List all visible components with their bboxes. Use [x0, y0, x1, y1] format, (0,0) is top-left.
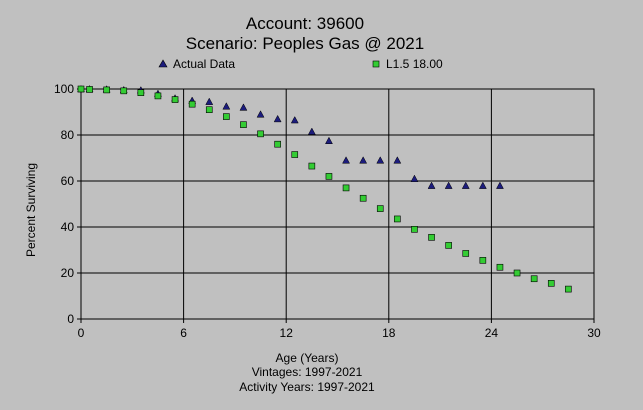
l15-18-point: [240, 121, 247, 128]
footer-vintages: Vintages: 1997-2021: [252, 365, 363, 379]
l15-18-point: [154, 92, 162, 100]
data-points: [77, 84, 572, 293]
l15-18-point: [257, 130, 264, 138]
l15-18-point: [462, 250, 470, 257]
gridlines: [81, 89, 594, 319]
actual-data-point: [307, 127, 316, 135]
l15-18-point: [479, 257, 487, 264]
y-tick-label: 40: [61, 220, 75, 234]
x-axis-title: Age (Years): [276, 351, 339, 365]
y-tick-label: 80: [61, 128, 75, 142]
actual-data-point: [222, 102, 231, 110]
y-tick-label: 20: [61, 266, 75, 280]
l15-18-point: [411, 226, 418, 233]
x-tick-label: 0: [78, 326, 85, 340]
l15-18-point: [308, 162, 316, 170]
y-axis-title: Percent Surviving: [24, 163, 38, 257]
l15-18-point: [565, 285, 572, 293]
legend-marker-square: [372, 60, 380, 68]
l15-18-point: [171, 96, 179, 103]
actual-data-point: [393, 156, 402, 164]
chart-subtitle: Scenario: Peoples Gas @ 2021: [186, 34, 424, 53]
l15-18-point: [120, 87, 128, 95]
l15-18-point: [103, 86, 110, 94]
footer-activity-years: Activity Years: 1997-2021: [239, 380, 375, 394]
actual-data-point: [427, 181, 436, 189]
x-tick-label: 6: [180, 326, 187, 340]
plot-area: [80, 88, 595, 320]
l15-18-point: [274, 140, 281, 148]
actual-data-point: [325, 136, 333, 144]
l15-18-point: [530, 275, 538, 283]
l15-18-point: [376, 205, 384, 212]
actual-data-point: [342, 156, 350, 164]
actual-data-point: [376, 156, 385, 164]
y-axis-ticks: 0 20 40 60 80 100: [54, 82, 81, 326]
x-tick-label: 30: [587, 326, 601, 340]
legend-item-l15-18: L1.5 18.00: [372, 57, 443, 71]
actual-data-point: [410, 174, 419, 182]
x-tick-label: 18: [382, 326, 396, 340]
l15-18-point: [291, 151, 299, 158]
legend-item-actual-data: Actual Data: [158, 57, 235, 71]
l15-18-point: [137, 89, 145, 96]
l15-18-point: [359, 194, 367, 202]
l15-18-point: [445, 242, 452, 249]
l15-18-point: [223, 113, 230, 120]
actual-data-point: [239, 103, 248, 111]
chart-title: Account: 39600: [246, 14, 364, 33]
actual-data-point: [205, 97, 214, 105]
y-tick-label: 0: [67, 312, 74, 326]
actual-data-point: [256, 110, 265, 118]
l15-18-point: [428, 234, 435, 241]
l15-18-point: [205, 106, 213, 113]
l15-18-point: [86, 86, 93, 93]
actual-data-point: [359, 156, 368, 164]
legend-label-actual-data: Actual Data: [173, 57, 235, 71]
y-tick-label: 60: [61, 174, 75, 188]
actual-data-point: [461, 181, 470, 189]
x-tick-label: 12: [280, 326, 294, 340]
l15-18-point: [513, 269, 521, 277]
x-tick-label: 24: [485, 326, 499, 340]
actual-data-point: [478, 181, 487, 189]
l15-18-point: [394, 215, 401, 223]
l15-18-point: [547, 280, 555, 287]
l15-18-point: [325, 173, 333, 180]
legend-label-l15-18: L1.5 18.00: [386, 57, 443, 71]
l15-18-point: [496, 263, 504, 271]
legend: Actual Data L1.5 18.00: [158, 57, 443, 71]
y-tick-label: 100: [54, 82, 74, 96]
actual-data-point: [290, 116, 299, 124]
actual-data-point: [496, 181, 504, 189]
l15-18-point: [188, 100, 196, 108]
l15-18-point: [77, 85, 85, 93]
x-axis-ticks: 0 6 12 18 24 30: [78, 319, 601, 340]
legend-marker-triangle: [158, 59, 168, 68]
actual-data-point: [273, 114, 282, 123]
actual-data-point: [444, 181, 453, 189]
l15-18-point: [342, 184, 350, 192]
